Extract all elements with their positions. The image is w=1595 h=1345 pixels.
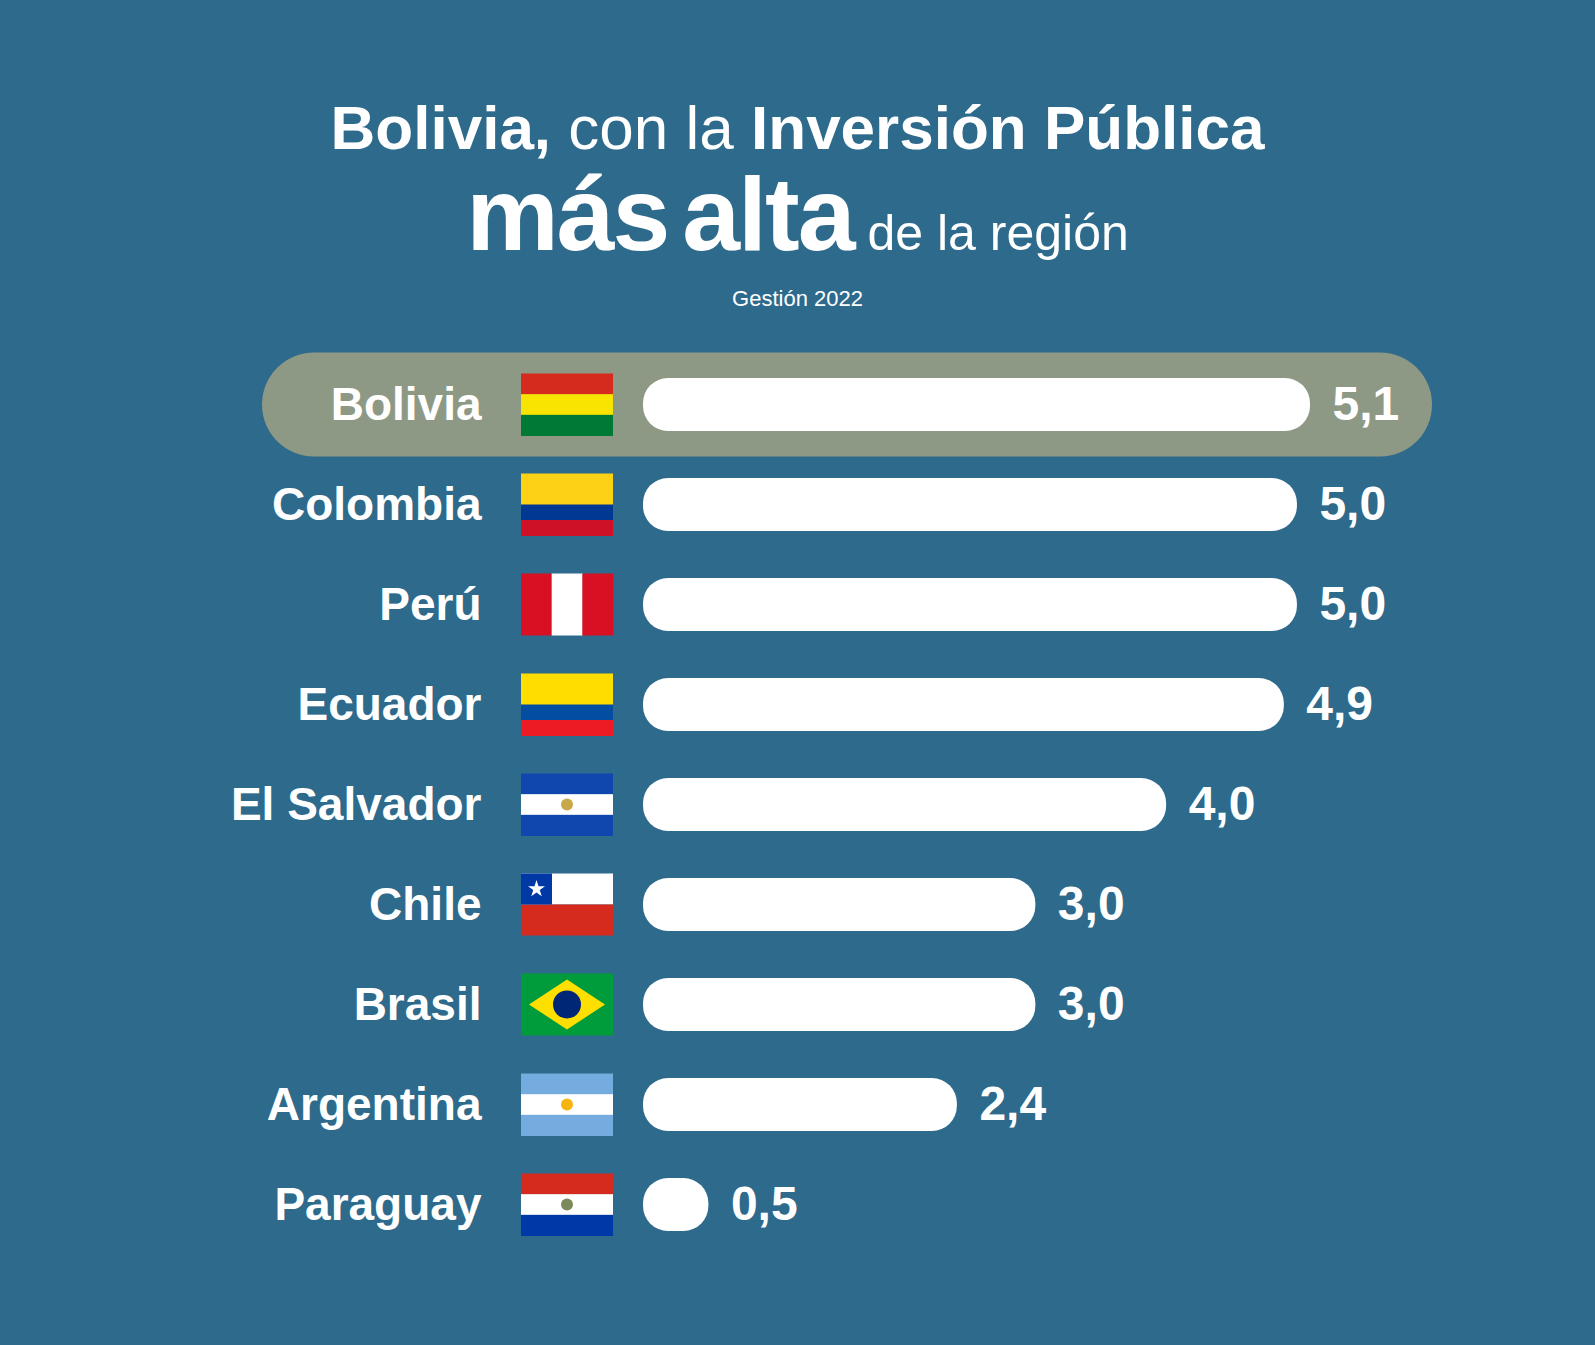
html-text:Bolivia, con la Inversión Públ: Bolivia, con la Inversión Pública — [330, 93, 1265, 162]
html-text:Gestión 2022: Gestión 2022 — [732, 286, 863, 311]
svg-text:0,5: 0,5 — [731, 1177, 798, 1230]
svg-text:El Salvador: El Salvador — [231, 778, 482, 830]
svg-text:5,0: 5,0 — [1319, 477, 1386, 530]
html-text:más alta: más alta — [466, 156, 854, 272]
svg-text:Argentina: Argentina — [267, 1078, 482, 1130]
svg-text:Bolivia: Bolivia — [331, 378, 482, 430]
svg-text:Colombia: Colombia — [272, 478, 482, 530]
svg-text:Chile: Chile — [369, 878, 481, 930]
svg-text:Ecuador: Ecuador — [297, 678, 481, 730]
html-text:de la región: de la región — [867, 205, 1129, 261]
svg-text:3,0: 3,0 — [1058, 977, 1125, 1030]
svg-text:Brasil: Brasil — [354, 978, 482, 1030]
svg-text:Paraguay: Paraguay — [274, 1178, 482, 1230]
svg-text:3,0: 3,0 — [1058, 877, 1125, 930]
svg-text:Perú: Perú — [379, 578, 481, 630]
svg-text:4,0: 4,0 — [1189, 777, 1256, 830]
svg-text:5,1: 5,1 — [1333, 377, 1400, 430]
svg-text:5,0: 5,0 — [1319, 577, 1386, 630]
svg-text:2,4: 2,4 — [979, 1077, 1046, 1130]
svg-text:4,9: 4,9 — [1306, 677, 1373, 730]
